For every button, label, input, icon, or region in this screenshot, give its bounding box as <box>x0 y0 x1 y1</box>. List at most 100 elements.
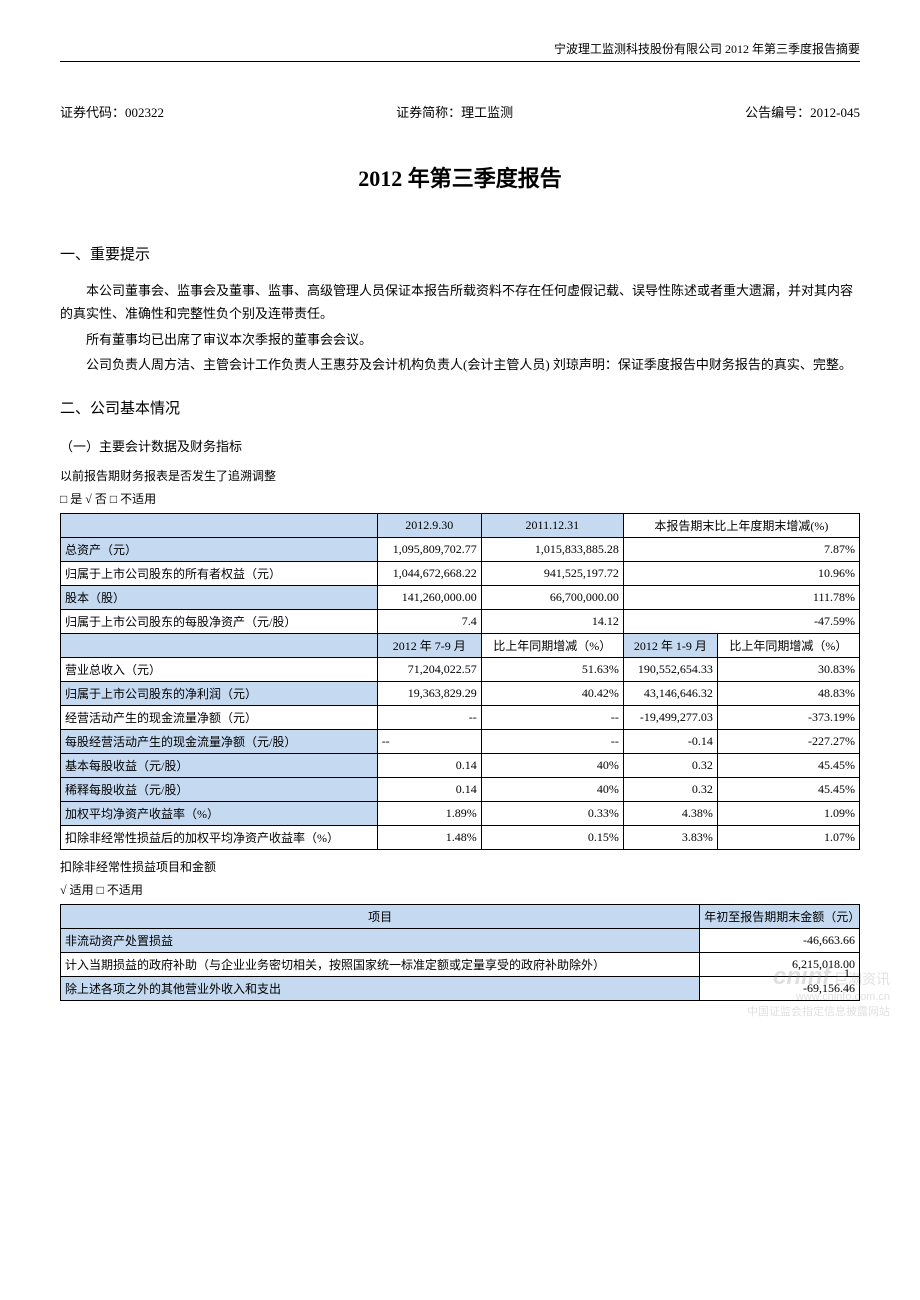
t2-h-c2: 年初至报告期期末金额（元） <box>700 904 860 928</box>
code-value: 002322 <box>125 105 164 120</box>
table-row: 基本每股收益（元/股） 0.14 40% 0.32 45.45% <box>61 753 860 777</box>
t1b-r0-v4: 30.83% <box>717 657 859 681</box>
t1b-r1-v1: 19,363,829.29 <box>377 681 481 705</box>
watermark-brand-cn: 巨潮资讯 <box>834 971 890 987</box>
t1-r1-label: 归属于上市公司股东的所有者权益（元） <box>61 561 378 585</box>
table-row: 股本（股） 141,260,000.00 66,700,000.00 111.7… <box>61 585 860 609</box>
t1b-r1-v3: 43,146,646.32 <box>623 681 717 705</box>
table-row: 经营活动产生的现金流量净额（元） -- -- -19,499,277.03 -3… <box>61 705 860 729</box>
watermark: cninf 巨潮资讯 www.cninfo.com.cn 中国证监会指定信息披露… <box>747 963 890 1019</box>
nonrecurring-applicable: √ 适用 □ 不适用 <box>60 881 860 898</box>
t1b-r2-v3: -19,499,277.03 <box>623 705 717 729</box>
code-label: 证券代码： <box>60 105 125 120</box>
table-row: 归属于上市公司股东的每股净资产（元/股） 7.4 14.12 -47.59% <box>61 609 860 633</box>
security-shortname: 证券简称：理工监测 <box>396 102 513 121</box>
t1b-r7-v2: 0.15% <box>481 825 623 849</box>
t1b-r6-v4: 1.09% <box>717 801 859 825</box>
notice-value: 2012-045 <box>810 105 860 120</box>
t1b-r4-v1: 0.14 <box>377 753 481 777</box>
t1b-r6-label: 加权平均净资产收益率（%） <box>61 801 378 825</box>
table-row: 营业总收入（元） 71,204,022.57 51.63% 190,552,65… <box>61 657 860 681</box>
t1-r1-v1: 1,044,672,668.22 <box>377 561 481 585</box>
t1b-r6-v1: 1.89% <box>377 801 481 825</box>
t1b-r5-v1: 0.14 <box>377 777 481 801</box>
t1b-r3-label: 每股经营活动产生的现金流量净额（元/股） <box>61 729 378 753</box>
t1b-r5-v4: 45.45% <box>717 777 859 801</box>
t1b-r2-label: 经营活动产生的现金流量净额（元） <box>61 705 378 729</box>
table-row: 每股经营活动产生的现金流量净额（元/股） -- -- -0.14 -227.27… <box>61 729 860 753</box>
notice-label: 公告编号： <box>745 105 810 120</box>
watermark-brand: cninf <box>773 963 830 990</box>
t1-h2-c1: 2012 年 7-9 月 <box>377 633 481 657</box>
nonrecurring-title: 扣除非经常性损益项目和金额 <box>60 858 860 875</box>
t2-h-c1: 项目 <box>61 904 700 928</box>
t1b-r0-v2: 51.63% <box>481 657 623 681</box>
t2-r0-label: 非流动资产处置损益 <box>61 928 700 952</box>
t1b-r5-v2: 40% <box>481 777 623 801</box>
t1b-r6-v2: 0.33% <box>481 801 623 825</box>
section-2-sub1: （一）主要会计数据及财务指标 <box>60 436 860 455</box>
t1-r2-v2: 66,700,000.00 <box>481 585 623 609</box>
t1-r3-v3: -47.59% <box>623 609 859 633</box>
t1b-r6-v3: 4.38% <box>623 801 717 825</box>
t1-r0-v2: 1,015,833,885.28 <box>481 537 623 561</box>
t1b-r4-v4: 45.45% <box>717 753 859 777</box>
t1-h2-c3: 2012 年 1-9 月 <box>623 633 717 657</box>
t1b-r5-label: 稀释每股收益（元/股） <box>61 777 378 801</box>
t1-r0-v3: 7.87% <box>623 537 859 561</box>
shortname-label: 证券简称： <box>396 105 461 120</box>
table-row: 非流动资产处置损益 -46,663.66 <box>61 928 860 952</box>
t1-r0-label: 总资产（元） <box>61 537 378 561</box>
t1b-r2-v1: -- <box>377 705 481 729</box>
watermark-url: www.cninfo.com.cn <box>747 991 890 1003</box>
t1-h-c3: 2011.12.31 <box>481 513 623 537</box>
t1b-r1-v4: 48.83% <box>717 681 859 705</box>
security-code: 证券代码：002322 <box>60 102 164 121</box>
table-row: 加权平均净资产收益率（%） 1.89% 0.33% 4.38% 1.09% <box>61 801 860 825</box>
t1-h2-c2: 比上年同期增减（%） <box>481 633 623 657</box>
table-row: 稀释每股收益（元/股） 0.14 40% 0.32 45.45% <box>61 777 860 801</box>
t1-r3-v2: 14.12 <box>481 609 623 633</box>
t1b-r0-label: 营业总收入（元） <box>61 657 378 681</box>
t2-r0-value: -46,663.66 <box>700 928 860 952</box>
t1-h2-c4: 比上年同期增减（%） <box>717 633 859 657</box>
t1b-r1-label: 归属于上市公司股东的净利润（元） <box>61 681 378 705</box>
t1b-r3-v2: -- <box>481 729 623 753</box>
page-header: 宁波理工监测科技股份有限公司 2012 年第三季度报告摘要 <box>60 40 860 62</box>
t1-r3-v1: 7.4 <box>377 609 481 633</box>
nonrecurring-table: 项目 年初至报告期期末金额（元） 非流动资产处置损益 -46,663.66 计入… <box>60 904 860 1001</box>
t1-r1-v3: 10.96% <box>623 561 859 585</box>
section-1-heading: 一、重要提示 <box>60 243 860 264</box>
t1-r2-v3: 111.78% <box>623 585 859 609</box>
t1-h-c2: 2012.9.30 <box>377 513 481 537</box>
t1-r1-v2: 941,525,197.72 <box>481 561 623 585</box>
watermark-sub: 中国证监会指定信息披露网站 <box>747 1003 890 1019</box>
notice-number: 公告编号：2012-045 <box>745 102 860 121</box>
t1b-r7-label: 扣除非经常性损益后的加权平均净资产收益率（%） <box>61 825 378 849</box>
t1-r3-label: 归属于上市公司股东的每股净资产（元/股） <box>61 609 378 633</box>
section-1-p3: 公司负责人周方洁、主管会计工作负责人王惠芬及会计机构负责人(会计主管人员) 刘琼… <box>60 353 860 376</box>
table-row: 总资产（元） 1,095,809,702.77 1,015,833,885.28… <box>61 537 860 561</box>
retro-question: 以前报告期财务报表是否发生了追溯调整 <box>60 467 860 484</box>
t1b-r0-v3: 190,552,654.33 <box>623 657 717 681</box>
table-row: 扣除非经常性损益后的加权平均净资产收益率（%） 1.48% 0.15% 3.83… <box>61 825 860 849</box>
t1-r2-v1: 141,260,000.00 <box>377 585 481 609</box>
t1b-r3-v4: -227.27% <box>717 729 859 753</box>
section-1-p2: 所有董事均已出席了审议本次季报的董事会会议。 <box>60 328 860 351</box>
t1b-r7-v3: 3.83% <box>623 825 717 849</box>
t1-blank-header2 <box>61 633 378 657</box>
t1b-r4-v2: 40% <box>481 753 623 777</box>
t1b-r2-v4: -373.19% <box>717 705 859 729</box>
section-2-heading: 二、公司基本情况 <box>60 397 860 418</box>
shortname-value: 理工监测 <box>461 105 513 120</box>
table-row: 计入当期损益的政府补助（与企业业务密切相关，按照国家统一标准定额或定量享受的政府… <box>61 952 860 976</box>
financial-table-1: 2012.9.30 2011.12.31 本报告期末比上年度期末增减(%) 总资… <box>60 513 860 850</box>
document-title: 2012 年第三季度报告 <box>60 161 860 193</box>
table-row: 归属于上市公司股东的所有者权益（元） 1,044,672,668.22 941,… <box>61 561 860 585</box>
t1b-r5-v3: 0.32 <box>623 777 717 801</box>
t1b-r4-label: 基本每股收益（元/股） <box>61 753 378 777</box>
table-row: 除上述各项之外的其他营业外收入和支出 -69,156.46 <box>61 976 860 1000</box>
t1b-r0-v1: 71,204,022.57 <box>377 657 481 681</box>
t1b-r7-v4: 1.07% <box>717 825 859 849</box>
t1-r2-label: 股本（股） <box>61 585 378 609</box>
